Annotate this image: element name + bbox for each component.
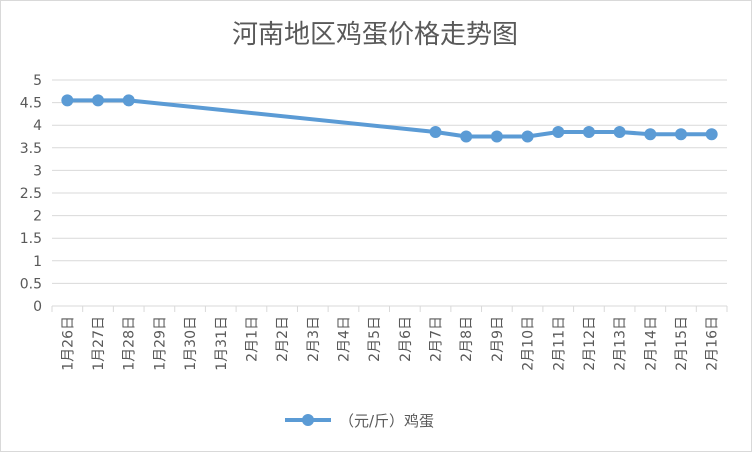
x-tick-label: 1月26日	[60, 316, 76, 371]
y-tick-label: 5	[33, 73, 42, 89]
x-tick-label: 1月28日	[122, 316, 138, 371]
legend-swatch	[285, 409, 331, 431]
x-tick-label: 2月9日	[490, 316, 506, 362]
x-tick-label: 2月13日	[613, 316, 629, 371]
data-point	[490, 130, 503, 143]
y-tick-label: 1.5	[20, 231, 42, 247]
x-tick-label: 1月29日	[152, 316, 168, 371]
x-tick-label: 2月6日	[398, 316, 414, 362]
data-point	[429, 125, 442, 138]
y-tick-label: 4	[33, 118, 42, 134]
x-tick-label: 2月15日	[674, 316, 690, 371]
data-point	[582, 125, 595, 138]
y-tick-label: 4.5	[20, 96, 42, 112]
y-tick-label: 2.5	[20, 186, 42, 202]
x-tick-label: 2月5日	[367, 316, 383, 362]
data-point	[92, 94, 105, 107]
data-point	[674, 128, 687, 141]
data-point	[460, 130, 473, 143]
x-tick-label: 2月1日	[244, 316, 260, 362]
legend: （元/斤）鸡蛋	[285, 409, 434, 431]
x-tick-label: 2月16日	[705, 316, 721, 371]
data-point	[521, 130, 534, 143]
y-tick-label: 0	[33, 299, 42, 315]
legend-label: （元/斤）鸡蛋	[339, 411, 435, 430]
x-tick-label: 2月12日	[582, 316, 598, 371]
x-tick-label: 1月30日	[183, 316, 199, 371]
data-point	[644, 128, 657, 141]
chart-title: 河南地区鸡蛋价格走势图	[231, 20, 518, 50]
x-tick-label: 2月8日	[459, 316, 475, 362]
x-tick-label: 2月10日	[521, 316, 537, 371]
y-tick-label: 3.5	[20, 141, 42, 157]
x-tick-label: 2月14日	[643, 316, 659, 371]
y-tick-label: 0.5	[20, 276, 42, 292]
y-tick-label: 2	[33, 209, 42, 225]
data-point	[61, 94, 74, 107]
data-point	[613, 125, 626, 138]
data-point	[705, 128, 718, 141]
x-tick-label: 2月4日	[336, 316, 352, 362]
x-tick-label: 1月31日	[214, 316, 230, 371]
data-point	[552, 125, 565, 138]
x-tick-label: 2月3日	[306, 316, 322, 362]
y-tick-label: 1	[33, 254, 42, 270]
x-tick-label: 2月2日	[275, 316, 291, 362]
y-tick-label: 3	[33, 163, 42, 179]
x-tick-label: 1月27日	[91, 316, 107, 371]
data-point	[122, 94, 135, 107]
x-tick-label: 2月7日	[429, 316, 445, 362]
x-tick-label: 2月11日	[551, 316, 567, 371]
